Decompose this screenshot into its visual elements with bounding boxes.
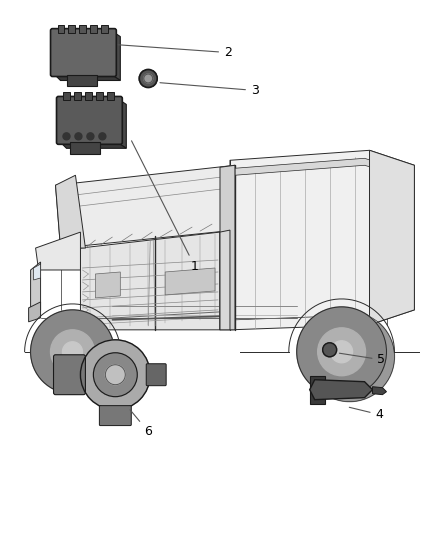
Polygon shape <box>310 379 372 400</box>
Polygon shape <box>56 165 235 248</box>
Circle shape <box>305 312 395 402</box>
Circle shape <box>139 69 157 87</box>
Polygon shape <box>54 75 120 80</box>
FancyBboxPatch shape <box>68 25 75 33</box>
Polygon shape <box>34 264 41 280</box>
Text: 1: 1 <box>131 141 199 273</box>
FancyBboxPatch shape <box>57 96 122 144</box>
Circle shape <box>93 353 137 397</box>
FancyBboxPatch shape <box>85 92 92 100</box>
Circle shape <box>63 133 70 140</box>
Polygon shape <box>120 100 126 148</box>
Polygon shape <box>28 302 41 322</box>
Circle shape <box>99 133 106 140</box>
Circle shape <box>50 330 95 374</box>
Text: 3: 3 <box>160 83 259 97</box>
Circle shape <box>297 307 386 397</box>
Text: 4: 4 <box>349 407 383 421</box>
Polygon shape <box>95 272 120 298</box>
FancyBboxPatch shape <box>79 25 86 33</box>
Polygon shape <box>220 165 235 330</box>
Text: 2: 2 <box>118 45 232 59</box>
FancyBboxPatch shape <box>64 92 71 100</box>
FancyBboxPatch shape <box>67 75 97 86</box>
Polygon shape <box>31 262 41 318</box>
Circle shape <box>106 365 125 385</box>
Polygon shape <box>35 232 81 270</box>
Circle shape <box>31 310 114 394</box>
FancyBboxPatch shape <box>53 355 85 394</box>
FancyBboxPatch shape <box>101 25 108 33</box>
Polygon shape <box>114 33 120 80</box>
Circle shape <box>144 74 153 83</box>
Circle shape <box>323 343 337 357</box>
Circle shape <box>63 342 82 362</box>
Circle shape <box>75 133 82 140</box>
FancyBboxPatch shape <box>57 25 64 33</box>
Circle shape <box>81 340 150 410</box>
Circle shape <box>331 341 353 363</box>
Polygon shape <box>310 376 325 403</box>
FancyBboxPatch shape <box>99 406 131 425</box>
FancyBboxPatch shape <box>90 25 97 33</box>
FancyBboxPatch shape <box>146 364 166 386</box>
Circle shape <box>87 133 94 140</box>
Polygon shape <box>165 268 215 295</box>
FancyBboxPatch shape <box>50 29 117 77</box>
Polygon shape <box>235 158 407 178</box>
FancyBboxPatch shape <box>107 92 114 100</box>
Circle shape <box>318 328 366 376</box>
Polygon shape <box>56 175 85 248</box>
Polygon shape <box>81 232 220 330</box>
Text: 6: 6 <box>130 410 152 438</box>
FancyBboxPatch shape <box>71 142 100 154</box>
Polygon shape <box>220 230 230 330</box>
Polygon shape <box>372 386 386 394</box>
FancyBboxPatch shape <box>74 92 81 100</box>
FancyBboxPatch shape <box>96 92 103 100</box>
Polygon shape <box>370 150 414 325</box>
Polygon shape <box>60 142 126 148</box>
Text: 5: 5 <box>339 353 385 366</box>
Polygon shape <box>230 150 414 330</box>
